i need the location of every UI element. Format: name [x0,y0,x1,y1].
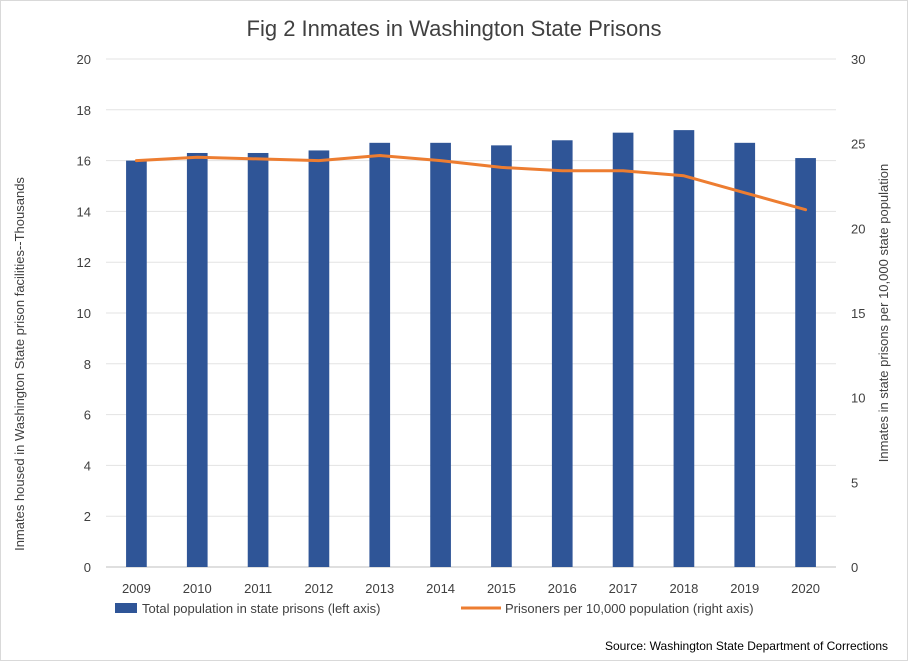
x-tick-label: 2014 [426,581,455,596]
right-tick-label: 15 [851,306,865,321]
left-tick-label: 16 [77,154,91,169]
left-tick-label: 4 [84,458,91,473]
legend-line-label: Prisoners per 10,000 population (right a… [505,601,754,616]
x-tick-label: 2013 [365,581,394,596]
legend: Total population in state prisons (left … [115,601,754,616]
x-tick-label: 2015 [487,581,516,596]
source-note: Source: Washington State Department of C… [605,639,888,653]
bar-series [126,130,816,568]
bar-2018 [673,130,695,567]
right-tick-label: 20 [851,221,865,236]
right-tick-label: 5 [851,475,858,490]
line-series [134,154,808,212]
left-axis-ticks: 0 2 4 6 8 10 12 14 16 18 20 [77,52,91,575]
bar-2011 [247,152,269,568]
x-tick-label: 2010 [183,581,212,596]
left-axis-title: Inmates housed in Washington State priso… [12,177,27,551]
bar-2017 [612,132,634,567]
x-tick-label: 2009 [122,581,151,596]
x-tick-label: 2019 [730,581,759,596]
left-tick-label: 6 [84,408,91,423]
bar-2009 [126,160,147,567]
legend-bar-label: Total population in state prisons (left … [142,601,380,616]
left-tick-label: 2 [84,509,91,524]
left-tick-label: 18 [77,103,91,118]
x-tick-label: 2018 [669,581,698,596]
left-tick-label: 10 [77,306,91,321]
line-prisoners-per-10000 [134,154,808,212]
left-tick-label: 20 [77,52,91,67]
right-axis-title: Inmates in state prisons per 10,000 stat… [876,164,891,462]
left-tick-label: 8 [84,357,91,372]
bar-2012 [308,150,330,567]
x-axis-ticks: 2009 2010 2011 2012 2013 2014 2015 2016 2017 2018… [122,581,820,596]
x-tick-label: 2017 [609,581,638,596]
right-tick-label: 25 [851,137,865,152]
bar-2014 [430,142,451,567]
right-tick-label: 30 [851,52,865,67]
chart-title: Fig 2 Inmates in Washington State Prison… [247,16,662,41]
bar-2020 [795,158,816,567]
bar-2013 [369,142,391,567]
x-tick-label: 2016 [548,581,577,596]
right-tick-label: 0 [851,560,858,575]
gridlines [106,58,836,568]
bar-2019 [734,142,756,567]
bar-2010 [186,152,208,568]
legend-bar-swatch [115,603,137,613]
left-tick-label: 12 [77,255,91,270]
left-tick-label: 0 [84,560,91,575]
bar-2016 [551,140,573,567]
bar-2015 [491,145,512,568]
x-tick-label: 2012 [304,581,333,596]
left-tick-label: 14 [77,204,91,219]
x-tick-label: 2011 [244,581,272,596]
x-tick-label: 2020 [791,581,820,596]
right-axis-ticks: 0 5 10 15 20 25 30 [851,52,865,575]
right-tick-label: 10 [851,391,865,406]
